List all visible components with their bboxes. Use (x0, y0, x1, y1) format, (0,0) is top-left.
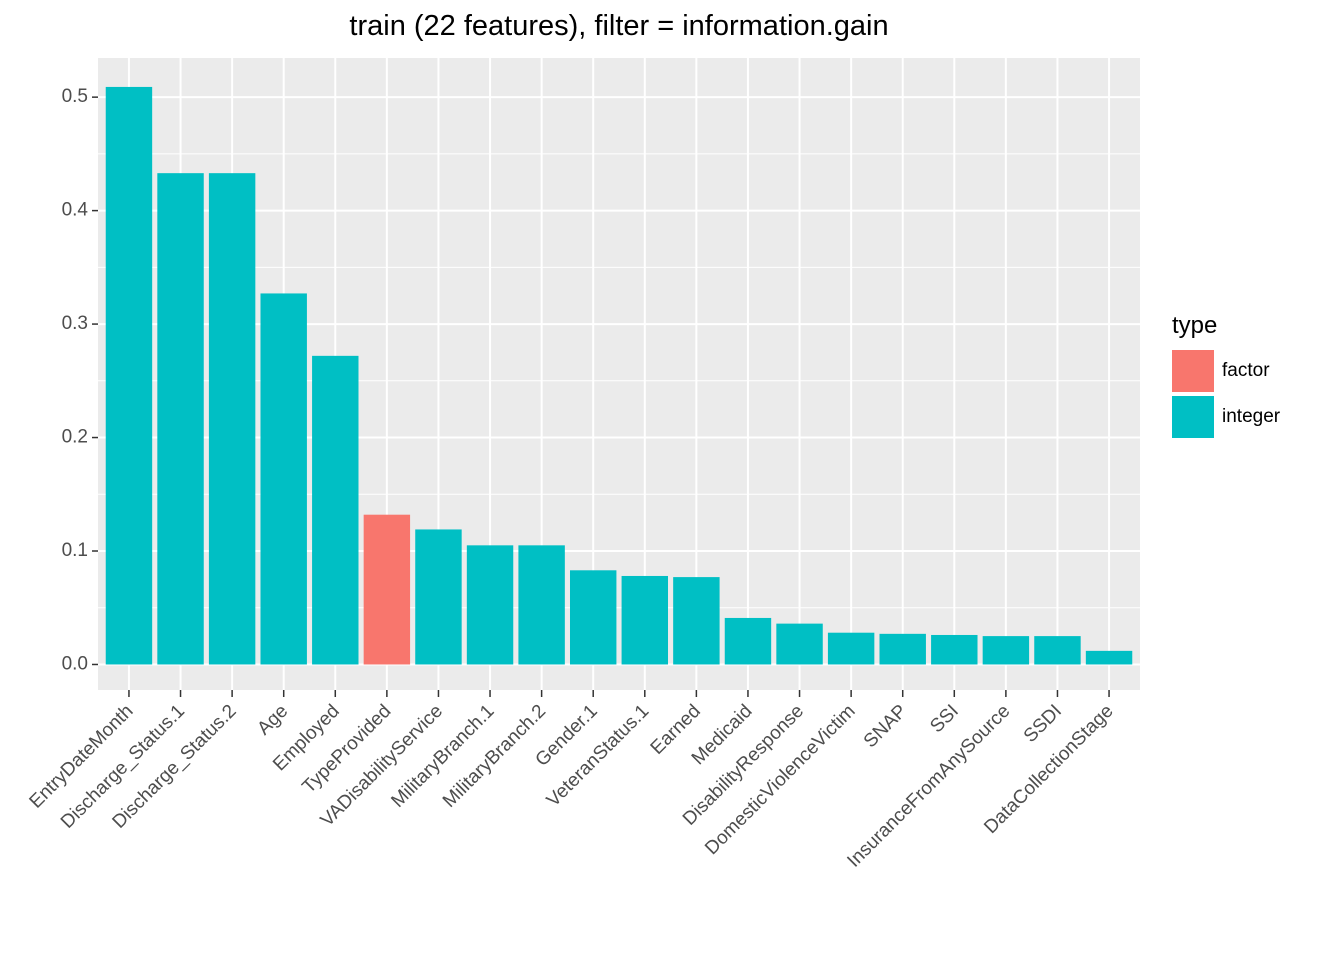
bar-disabilityresponse (776, 623, 823, 665)
bar-militarybranch-1 (466, 545, 514, 665)
chart-title: train (22 features), filter = informatio… (349, 10, 889, 42)
bar-domesticviolencevictim (827, 632, 875, 665)
bar-vadisabilityservice (415, 529, 462, 665)
bar-datacollectionstage (1085, 650, 1133, 665)
bar-medicaid (724, 617, 772, 665)
bar-veteranstatus-1 (621, 575, 669, 665)
x-tick-label: SSI (926, 701, 963, 738)
legend: type factor integer (1172, 312, 1280, 440)
bar-earned (673, 577, 720, 665)
legend-label-integer: integer (1222, 406, 1281, 427)
bar-gender-1 (569, 570, 617, 665)
bar-ssi (931, 634, 978, 665)
bar-discharge-status-1 (157, 173, 204, 665)
x-tick-label: TypeProvided (298, 701, 395, 798)
bar-ssdi (1034, 636, 1081, 665)
y-axis: 0.0 0.1 0.2 0.3 0.4 0.5 (62, 86, 98, 674)
legend-key-factor (1172, 350, 1214, 392)
legend-label-factor: factor (1222, 360, 1270, 381)
legend-title: type (1172, 312, 1218, 339)
bar-age (260, 293, 307, 665)
bar-snap (879, 633, 926, 665)
bar-discharge-status-2 (208, 173, 256, 665)
y-tick-label: 0.1 (62, 540, 88, 561)
y-tick-label: 0.0 (62, 653, 88, 674)
bar-insurancefromanysource (982, 636, 1030, 665)
legend-item-factor: factor (1172, 348, 1280, 394)
bar-employed (312, 355, 359, 665)
y-tick-label: 0.4 (62, 200, 89, 221)
x-axis: EntryDateMonthDischarge_Status.1Discharg… (26, 690, 1118, 872)
legend-item-integer: integer (1172, 394, 1280, 440)
bar-entrydatemonth (105, 86, 153, 665)
bar-typeprovided (363, 514, 411, 665)
legend-key-integer (1172, 396, 1214, 438)
bars (105, 86, 1133, 665)
y-tick-label: 0.2 (62, 427, 88, 448)
x-tick-label: SSDI (1020, 701, 1066, 747)
y-tick-label: 0.3 (62, 313, 88, 334)
x-tick-label: SNAP (860, 701, 911, 752)
bar-militarybranch-2 (518, 545, 565, 665)
y-tick-label: 0.5 (62, 86, 88, 107)
x-tick-label: Age (253, 701, 292, 740)
